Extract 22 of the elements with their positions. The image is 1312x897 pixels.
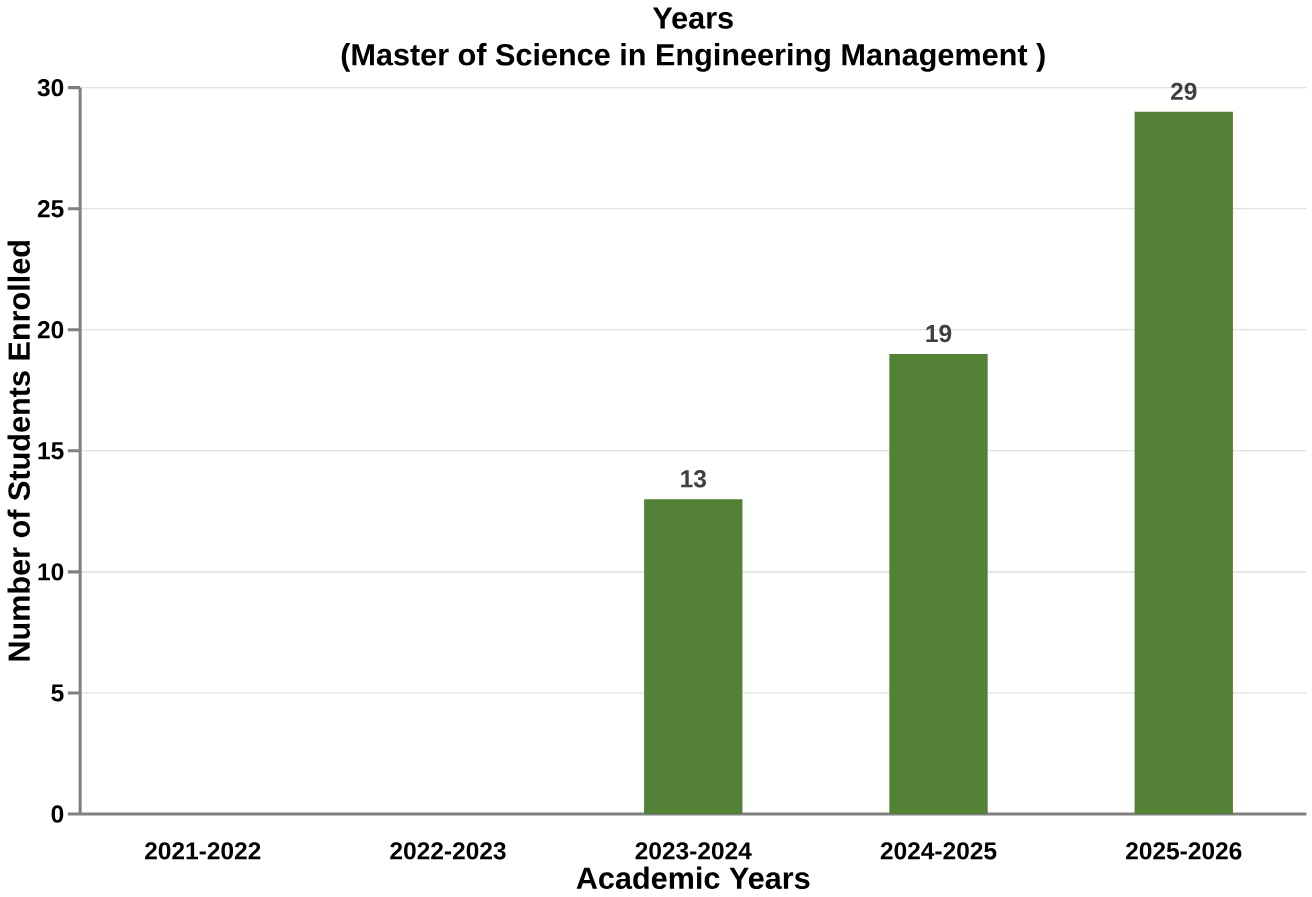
bar (1134, 112, 1233, 815)
x-axis-title: Academic Years (576, 866, 810, 890)
y-tick-label: 5 (51, 684, 64, 702)
y-tick-label: 10 (38, 563, 64, 581)
x-tick-label: 2021-2022 (145, 842, 261, 860)
data-label: 19 (926, 325, 952, 343)
chart-title: Years (652, 7, 733, 30)
y-tick-label: 15 (38, 442, 64, 460)
chart-subtitle: (Master of Science in Engineering Management ) (341, 43, 1045, 72)
data-label: 29 (1170, 82, 1197, 101)
y-tick-label: 30 (37, 79, 64, 97)
data-label: 13 (681, 470, 706, 488)
x-tick-label: 2023-2024 (635, 842, 752, 860)
y-tick-label: 25 (37, 200, 64, 218)
y-tick-label: 20 (37, 321, 64, 339)
x-tick-label: 2022-2023 (390, 842, 506, 860)
bar (889, 354, 988, 815)
bar (644, 499, 743, 815)
x-tick-label: 2024-2025 (880, 842, 997, 860)
x-tick-label: 2025-2026 (1126, 842, 1242, 860)
y-tick-label: 0 (51, 805, 64, 823)
y-axis-title: Number of Students Enrolled (7, 241, 30, 661)
